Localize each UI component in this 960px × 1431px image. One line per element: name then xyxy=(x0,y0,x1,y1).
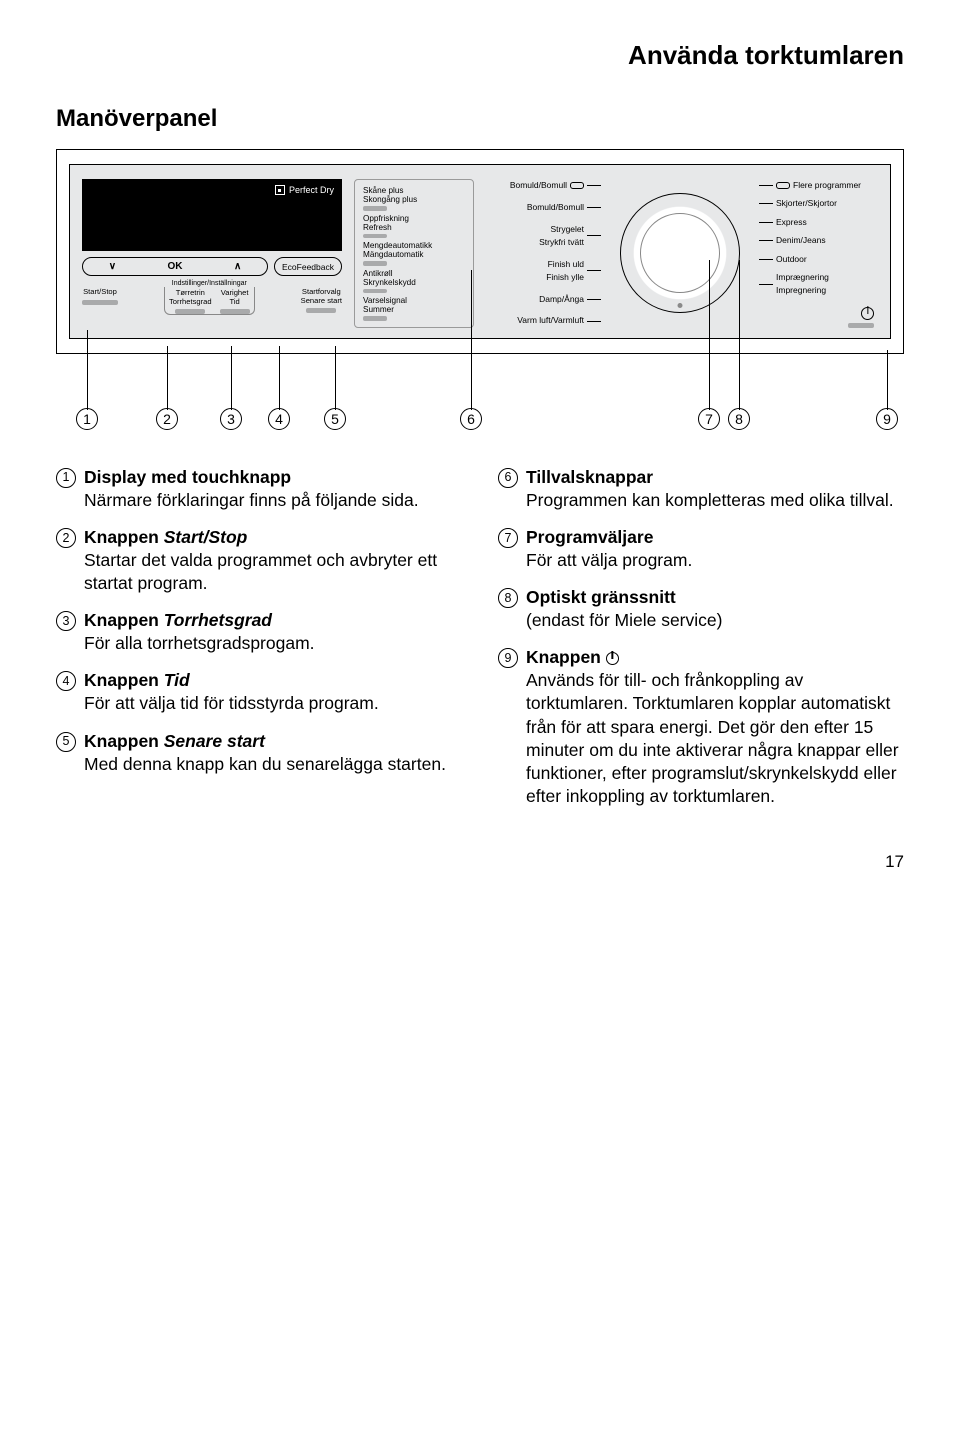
callout-number: 4 xyxy=(268,408,290,430)
definition-number: 2 xyxy=(56,528,76,548)
option-button[interactable]: Skåne plus Skongång plus xyxy=(363,186,465,211)
callout-number: 9 xyxy=(876,408,898,430)
definition-number: 4 xyxy=(56,671,76,691)
callout-row: 1 2 3 4 5 6 78 9 xyxy=(56,408,904,438)
settings-group: Tørretrin Torrhetsgrad Varighet Tid xyxy=(164,287,255,315)
settings-group-label: Indstillinger/Inställningar xyxy=(169,280,250,287)
power-button[interactable] xyxy=(759,307,874,328)
definition-item: 8Optiskt gränssnitt(endast för Miele ser… xyxy=(498,586,904,632)
section-title: Manöverpanel xyxy=(56,105,904,133)
time-button[interactable]: Varighet Tid xyxy=(220,289,250,314)
program-label: Damp/Ånga xyxy=(486,293,601,306)
option-button[interactable]: Varselsignal Summer xyxy=(363,296,465,321)
definition-item: 1Display med touchknappNärmare förklarin… xyxy=(56,466,462,512)
option-button[interactable]: Antikrøll Skrynkelskydd xyxy=(363,269,465,294)
program-label: Strygelet Strykfri tvätt xyxy=(486,223,601,249)
definitions: 1Display med touchknappNärmare förklarin… xyxy=(56,466,904,822)
perfect-dry-indicator: Perfect Dry xyxy=(275,185,334,195)
definition-number: 6 xyxy=(498,468,518,488)
definition-item: 9Knappen Används för till- och frånkoppl… xyxy=(498,646,904,808)
program-label: Bomuld/Bomull xyxy=(486,179,601,192)
definition-number: 8 xyxy=(498,588,518,608)
nav-down[interactable]: ∨ xyxy=(109,261,116,272)
program-label: Denim/Jeans xyxy=(759,234,874,247)
definition-item: 3Knappen TorrhetsgradFör alla torrhetsgr… xyxy=(56,609,462,655)
definition-item: 5Knappen Senare startMed denna knapp kan… xyxy=(56,730,462,776)
programs-right: Flere programmer Skjorter/Skjortor Express… xyxy=(759,179,874,328)
delay-start-button[interactable]: Startforvalg Senare start xyxy=(301,288,342,317)
program-label: Express xyxy=(759,216,874,229)
definition-number: 3 xyxy=(56,611,76,631)
control-panel-diagram: Perfect Dry ∨ OK ∧ EcoFeedback xyxy=(56,149,904,438)
definition-number: 5 xyxy=(56,732,76,752)
definition-number: 1 xyxy=(56,468,76,488)
definition-number: 9 xyxy=(498,648,518,668)
program-label: Flere programmer xyxy=(759,179,874,192)
program-label: Outdoor xyxy=(759,253,874,266)
nav-up[interactable]: ∧ xyxy=(234,261,241,272)
program-label: Finish uld Finish ylle xyxy=(486,258,601,284)
callout-number: 3 xyxy=(220,408,242,430)
option-button[interactable]: Oppfriskning Refresh xyxy=(363,214,465,239)
callout-number: 5 xyxy=(324,408,346,430)
nav-ok[interactable]: OK xyxy=(168,261,183,272)
chapter-title: Använda torktumlaren xyxy=(56,40,904,71)
definition-item: 6TillvalsknapparProgrammen kan komplette… xyxy=(498,466,904,512)
dial-led xyxy=(678,303,683,308)
option-button[interactable]: Mengdeautomatikk Mängdautomatik xyxy=(363,241,465,266)
definition-item: 7ProgramväljareFör att välja program. xyxy=(498,526,904,572)
page-number: 17 xyxy=(56,852,904,872)
callout-number: 6 xyxy=(460,408,482,430)
eco-feedback-button[interactable]: EcoFeedback xyxy=(274,257,342,276)
definition-number: 7 xyxy=(498,528,518,548)
callout-number: 7 xyxy=(698,408,720,430)
callout-number: 2 xyxy=(156,408,178,430)
definition-item: 2Knappen Start/StopStartar det valda pro… xyxy=(56,526,462,595)
program-dial[interactable] xyxy=(620,193,740,313)
start-stop-button[interactable]: Start/Stop xyxy=(82,288,118,317)
definition-item: 4Knappen TidFör att välja tid för tidsst… xyxy=(56,669,462,715)
display-screen: Perfect Dry xyxy=(82,179,342,251)
program-label: Imprægnering Impregnering xyxy=(759,271,874,297)
power-icon xyxy=(861,307,874,320)
options-column: Skåne plus Skongång plus Oppfriskning Ref… xyxy=(354,179,474,328)
dryness-button[interactable]: Tørretrin Torrhetsgrad xyxy=(169,289,212,314)
nav-pill[interactable]: ∨ OK ∧ xyxy=(82,257,268,276)
program-label: Varm luft/Varmluft xyxy=(486,314,601,327)
power-icon xyxy=(606,652,619,665)
programs-left: Bomuld/Bomull Bomuld/Bomull Strygelet Stry… xyxy=(486,179,601,328)
program-label: Bomuld/Bomull xyxy=(486,201,601,214)
callout-number: 8 xyxy=(728,408,750,430)
program-label: Skjorter/Skjortor xyxy=(759,197,874,210)
callout-number: 1 xyxy=(76,408,98,430)
